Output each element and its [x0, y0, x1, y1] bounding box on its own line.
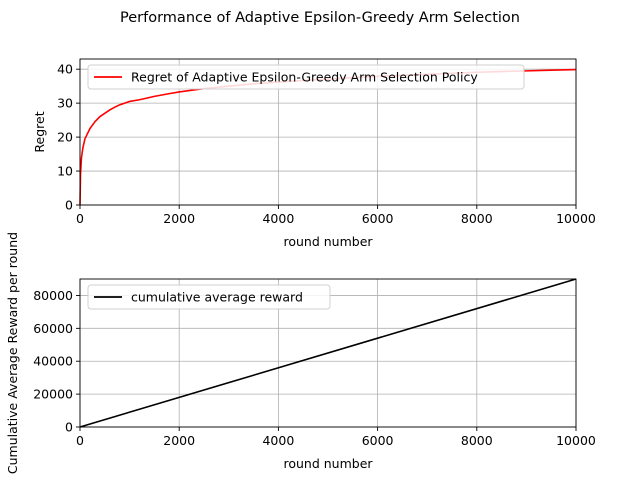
reward-chart: 0 2000 4000 6000 8000 10000 0 20000 40000 60000 80…	[5, 232, 596, 474]
figure-title: Performance of Adaptive Epsilon-Greedy A…	[120, 10, 520, 26]
reward-y-tick-label: 40000	[33, 354, 73, 369]
reward-y-tick-label: 20000	[33, 387, 73, 402]
regret-chart: 0 2000 4000 6000 8000 10000 0 10 20 30 40 round num…	[32, 58, 596, 249]
reward-x-tick-label: 6000	[362, 433, 394, 448]
regret-y-tick-label: 0	[65, 198, 73, 213]
regret-y-tick-label: 10	[57, 164, 73, 179]
regret-y-tick-label: 40	[57, 62, 73, 77]
regret-x-tick-label: 6000	[362, 211, 394, 226]
regret-x-tick-label: 8000	[461, 211, 493, 226]
reward-y-tick-label: 80000	[33, 288, 73, 303]
reward-y-tick-label: 0	[65, 420, 73, 435]
regret-x-axis-label: round number	[283, 234, 373, 249]
regret-y-tick-label: 20	[57, 130, 73, 145]
reward-x-tick-label: 2000	[163, 433, 195, 448]
reward-axes-frame	[79, 278, 577, 428]
regret-y-axis-label: Regret	[32, 111, 47, 152]
regret-x-tick-label: 4000	[262, 211, 294, 226]
reward-y-tick-label: 60000	[33, 321, 73, 336]
reward-legend-box	[87, 284, 331, 310]
regret-legend-label: Regret of Adaptive Epsilon-Greedy Arm Se…	[131, 70, 478, 85]
reward-y-axis-label: Cumulative Average Reward per round	[5, 232, 20, 474]
regret-x-tick-label: 2000	[163, 211, 195, 226]
reward-series-line	[79, 278, 577, 428]
reward-x-tick-label: 4000	[262, 433, 294, 448]
regret-axes-frame	[79, 58, 577, 206]
reward-legend-label: cumulative average reward	[131, 290, 303, 305]
regret-legend-box	[87, 64, 525, 90]
reward-x-axis-label: round number	[283, 456, 373, 471]
reward-x-tick-label: 10000	[556, 433, 596, 448]
regret-x-tick-label: 10000	[556, 211, 596, 226]
reward-x-tick-label: 0	[76, 433, 84, 448]
reward-x-tick-label: 8000	[461, 433, 493, 448]
regret-y-tick-label: 30	[57, 96, 73, 111]
regret-x-tick-label: 0	[76, 211, 84, 226]
